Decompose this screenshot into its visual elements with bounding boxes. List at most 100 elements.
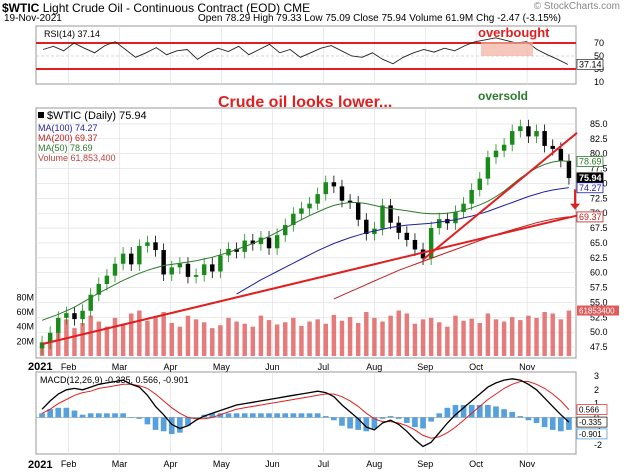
macd-histogram-bar [509,411,516,418]
volume-bar [566,310,572,356]
macd-histogram-bar [209,413,216,418]
macd-histogram-bar [541,417,548,428]
volume-bar [128,313,134,356]
price-flag-label: 69.37 [579,212,602,222]
volume-bar [145,320,150,356]
macd-histogram-bar [363,417,370,432]
legend-ma50: MA(50) 78.69 [38,143,93,153]
watermark: © StockCharts.com [533,1,620,12]
volume-bar [501,321,507,356]
macd-histogram-bar [290,413,297,418]
candle-body [453,211,458,224]
macd-histogram-bar [120,413,126,418]
rsi-flag-label: 37.14 [579,59,602,69]
macd-histogram-bar [379,417,386,419]
volume-bar [323,323,328,356]
volume-bar [266,320,272,356]
price-flag-label: 78.69 [579,156,602,166]
price-y-tick: 47.5 [590,342,608,352]
candle-body [266,237,272,249]
volume-bar [104,326,110,356]
rsi-y-tick: 70 [594,38,604,48]
macd-histogram-bar [282,413,289,418]
candle-body [193,275,199,277]
price-y-tick: 62.5 [590,253,608,263]
macd-flag-label: -0.335 [579,418,602,427]
candle-body [558,148,564,161]
chart-date: 19-Nov-2021 [4,13,62,24]
macd-legend: MACD(12,26,9) -0.335, 0.566, -0.901 [40,375,189,385]
x-tick-label-macd: Jul [318,459,330,469]
volume-bar [372,317,377,356]
headline-annotation: Crude oil looks lower... [218,94,392,111]
volume-bar [218,325,223,356]
candle-body [274,235,280,249]
volume-bar [177,326,183,356]
volume-bar [161,312,166,356]
candle-body [428,228,434,259]
x-tick-label-price: Aug [366,362,382,372]
x-tick-label-price: Nov [519,362,536,372]
x-tick-label-macd: Feb [61,459,77,469]
macd-histogram-bar [47,409,53,418]
volume-bar [485,313,491,356]
candle-body [315,194,320,204]
volume-bar [274,324,280,356]
candle-body [56,317,61,333]
macd-histogram-bar [355,417,362,430]
macd-histogram-bar [387,416,394,418]
x-tick-label-price: Jun [265,362,280,372]
candle-body [542,131,547,146]
price-y-tick: 85.0 [590,119,608,129]
x-tick-label-price: Jul [318,362,330,372]
candle-body [437,219,442,229]
volume-axis-label: 60M [16,307,34,317]
macd-histogram-bar [144,417,151,425]
volume-bar [193,319,199,356]
macd-histogram-bar [63,407,70,418]
rsi-legend: RSI(14) 37.14 [44,29,100,39]
macd-histogram-bar [258,413,264,418]
candle-body [153,242,158,251]
macd-histogram-bar [347,417,353,429]
x-tick-label-price: Feb [61,362,77,372]
macd-flag [576,428,608,440]
volume-bar [412,323,418,356]
candle-body [566,160,572,179]
volume-bar [428,317,434,356]
volume-bar [420,319,426,356]
price-flag [576,211,604,223]
candle-body [161,250,166,275]
volume-bar [112,317,118,356]
macd-histogram-bar [266,413,272,418]
volume-bar [558,319,564,356]
volume-bar [153,317,158,356]
candle-body [404,232,410,240]
candle-body [485,157,491,179]
macd-histogram-bar [533,417,540,423]
macd-histogram-bar [452,405,459,418]
macd-histogram-bar [233,413,240,418]
candle-body [396,222,401,233]
macd-y-tick: 2 [594,385,599,395]
macd-histogram-bar [177,417,183,433]
macd-histogram-bar [306,413,313,418]
trendline [422,132,578,261]
macd-histogram-bar [493,406,499,418]
volume-bar [315,319,320,356]
volume-flag [577,305,619,316]
volume-bar [291,317,296,356]
macd-line [41,378,570,448]
candle-body [323,182,328,195]
candle-body [218,255,223,272]
candle-body [104,275,110,284]
macd-histogram-bar [460,405,467,418]
macd-histogram-bar [104,413,110,418]
x-tick-label-macd: Jun [265,459,280,469]
volume-bar [169,323,174,356]
volume-bar [461,320,466,356]
macd-histogram-bar [331,417,337,421]
volume-bar [347,317,353,356]
year-label-price: 2021 [28,361,52,373]
ma50-line [41,160,569,321]
